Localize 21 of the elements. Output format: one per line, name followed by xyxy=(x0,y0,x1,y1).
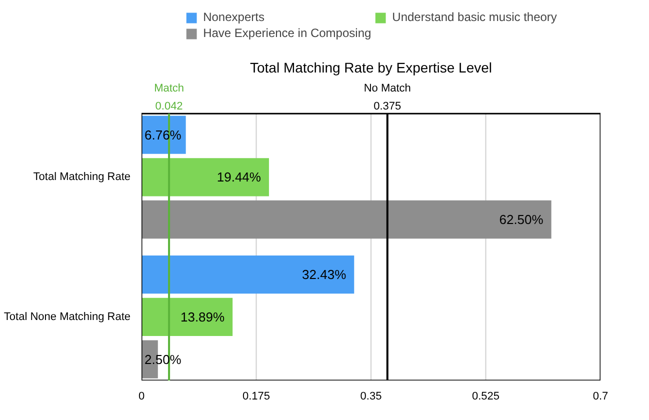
bar xyxy=(142,298,233,336)
y-tick-label: Total Matching Rate xyxy=(33,171,130,184)
ref-line-label: No Match 0.375 xyxy=(364,82,411,113)
x-tick-label: 0 xyxy=(138,390,145,402)
data-label: 19.44% xyxy=(216,170,262,185)
data-label: 13.89% xyxy=(180,309,226,324)
ref-line-label: Match 0.042 xyxy=(154,82,184,113)
data-label: 32.43% xyxy=(302,267,347,282)
y-tick-label: Total None Matching Rate xyxy=(4,310,131,323)
legend-label: Understand basic music theory xyxy=(392,10,557,24)
legend-label: Nonexperts xyxy=(203,10,264,24)
x-tick-label: 0.175 xyxy=(242,390,270,402)
x-tick-label: 0.525 xyxy=(472,390,500,402)
legend-label: Have Experience in Composing xyxy=(203,26,372,40)
x-tick-label: 0.7 xyxy=(592,390,608,402)
bar xyxy=(142,200,552,239)
data-label: 62.50% xyxy=(499,212,544,227)
bar xyxy=(142,158,269,196)
chart-title: Total Matching Rate by Expertise Level xyxy=(250,60,492,76)
x-tick-label: 0.35 xyxy=(360,390,382,402)
bar xyxy=(142,256,354,294)
